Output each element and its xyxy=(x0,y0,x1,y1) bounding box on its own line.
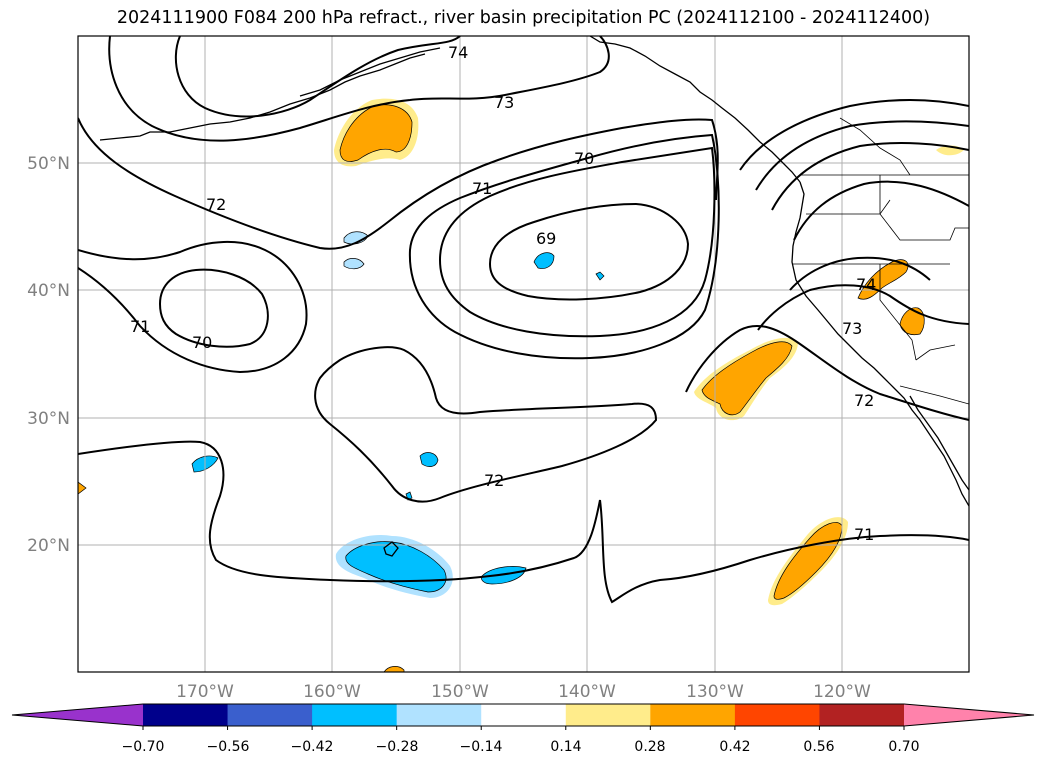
precip-area-sierra xyxy=(899,307,925,336)
contour-east-loop-3 xyxy=(771,142,969,211)
colorbar xyxy=(11,703,1035,730)
lat-label: 20°N xyxy=(27,536,70,556)
contour-label: 73 xyxy=(842,319,862,338)
contour-label: 70 xyxy=(192,333,212,352)
lat-label: 50°N xyxy=(27,154,70,174)
precip-area-small-6 xyxy=(595,271,605,281)
contour-label-layer: 74 73 70 71 72 69 71 70 74 73 72 72 71 xyxy=(130,43,876,544)
contour-69 xyxy=(488,202,690,301)
precip-area-california-offshore-core xyxy=(701,341,793,416)
colorbar-tick-label: 0.56 xyxy=(803,739,834,755)
colorbar-tick-label: −0.42 xyxy=(291,739,334,755)
colorbar-tick-label: −0.28 xyxy=(376,739,419,755)
colorbar-tick-label: −0.56 xyxy=(207,739,250,755)
contour-label: 74 xyxy=(448,43,468,62)
lon-label: 160°W xyxy=(303,682,361,702)
border-us-mexico xyxy=(899,385,969,405)
contour-label: 71 xyxy=(854,525,874,544)
colorbar-tick-label: 0.42 xyxy=(719,739,750,755)
contour-73-east xyxy=(757,284,969,331)
contour-label: 71 xyxy=(472,179,492,198)
precip-area-hawaii-core xyxy=(345,541,447,593)
lon-label: 170°W xyxy=(176,682,234,702)
lon-label: 140°W xyxy=(558,682,616,702)
precip-area-gulf-of-alaska-core xyxy=(339,104,413,162)
contour-70-west xyxy=(158,268,269,348)
contour-70-center xyxy=(438,146,716,338)
contour-label: 71 xyxy=(130,317,150,336)
colorbar-bin xyxy=(396,704,482,726)
colorbar-bin xyxy=(481,704,567,726)
coast-aleutians xyxy=(99,53,426,141)
contour-label: 72 xyxy=(484,471,504,490)
colorbar-tick-label: −0.70 xyxy=(122,739,165,755)
precip-area-norcal xyxy=(857,259,909,300)
colorbar-extend-high xyxy=(904,704,1034,726)
map-frame xyxy=(77,35,970,673)
colorbar-tick-label: 0.14 xyxy=(550,739,581,755)
border-state-id xyxy=(879,175,969,241)
contour-east-loop-2 xyxy=(755,120,969,191)
latitude-labels: 50°N 40°N 30°N 20°N xyxy=(27,154,70,556)
coastlines xyxy=(99,36,969,557)
precip-area-west-edge xyxy=(78,481,87,495)
refractivity-contours xyxy=(78,36,969,604)
gridlines xyxy=(78,36,969,672)
colorbar-bin xyxy=(143,704,229,726)
colorbar-bin xyxy=(565,704,651,726)
precip-area-small-3 xyxy=(533,252,555,269)
map-title: 2024111900 F084 200 hPa refract., river … xyxy=(116,8,931,28)
precip-area-south-edge xyxy=(383,666,405,672)
precip-area-small-2 xyxy=(419,452,439,467)
colorbar-tick-label: 0.70 xyxy=(888,739,919,755)
coast-gulf-of-alaska xyxy=(589,36,801,183)
colorbar-bin xyxy=(227,704,313,726)
coast-alaska-peninsula xyxy=(299,47,441,97)
map-area xyxy=(78,36,969,672)
contour-east-loop-4 xyxy=(793,180,969,241)
colorbar-bin xyxy=(734,704,820,726)
coast-baja-gulf xyxy=(909,395,969,491)
contour-74-east xyxy=(789,256,931,291)
lon-label: 150°W xyxy=(431,682,489,702)
lon-label: 130°W xyxy=(686,682,744,702)
lat-label: 30°N xyxy=(27,409,70,429)
contour-72-south xyxy=(78,440,601,583)
contour-label: 72 xyxy=(854,391,874,410)
coast-hawaii-big-island xyxy=(383,541,399,557)
colorbar-tick-label: −0.14 xyxy=(460,739,503,755)
colorbar-bin xyxy=(650,704,736,726)
contour-72-east xyxy=(685,325,969,421)
contour-71-center xyxy=(408,133,720,360)
contour-71-west xyxy=(78,241,308,374)
colorbar-tick-labels: −0.70 −0.56 −0.42 −0.28 −0.14 0.14 0.28 … xyxy=(122,739,920,755)
contour-east-loop-1 xyxy=(739,98,969,171)
colorbar-bin xyxy=(819,704,905,726)
contour-74-north xyxy=(174,36,461,118)
border-state-ca-nv xyxy=(879,264,917,361)
contour-72-north xyxy=(78,117,719,250)
precip-area-small-5 xyxy=(343,258,365,270)
contour-label: 69 xyxy=(536,229,556,248)
lon-label: 120°W xyxy=(813,682,871,702)
borders xyxy=(792,117,969,405)
colorbar-bin xyxy=(312,704,398,726)
colorbar-extend-low xyxy=(12,704,143,726)
contour-label: 72 xyxy=(206,195,226,214)
colorbar-tick-label: 0.28 xyxy=(634,739,665,755)
contour-label: 73 xyxy=(494,93,514,112)
contour-71-south xyxy=(599,499,969,604)
contour-73 xyxy=(108,36,610,142)
longitude-labels: 170°W 160°W 150°W 140°W 130°W 120°W xyxy=(176,682,871,702)
contour-label: 74 xyxy=(856,275,876,294)
lat-label: 40°N xyxy=(27,281,70,301)
contour-label: 70 xyxy=(574,149,594,168)
contour-72-middle xyxy=(314,346,658,503)
border-nevada-az xyxy=(915,344,956,361)
